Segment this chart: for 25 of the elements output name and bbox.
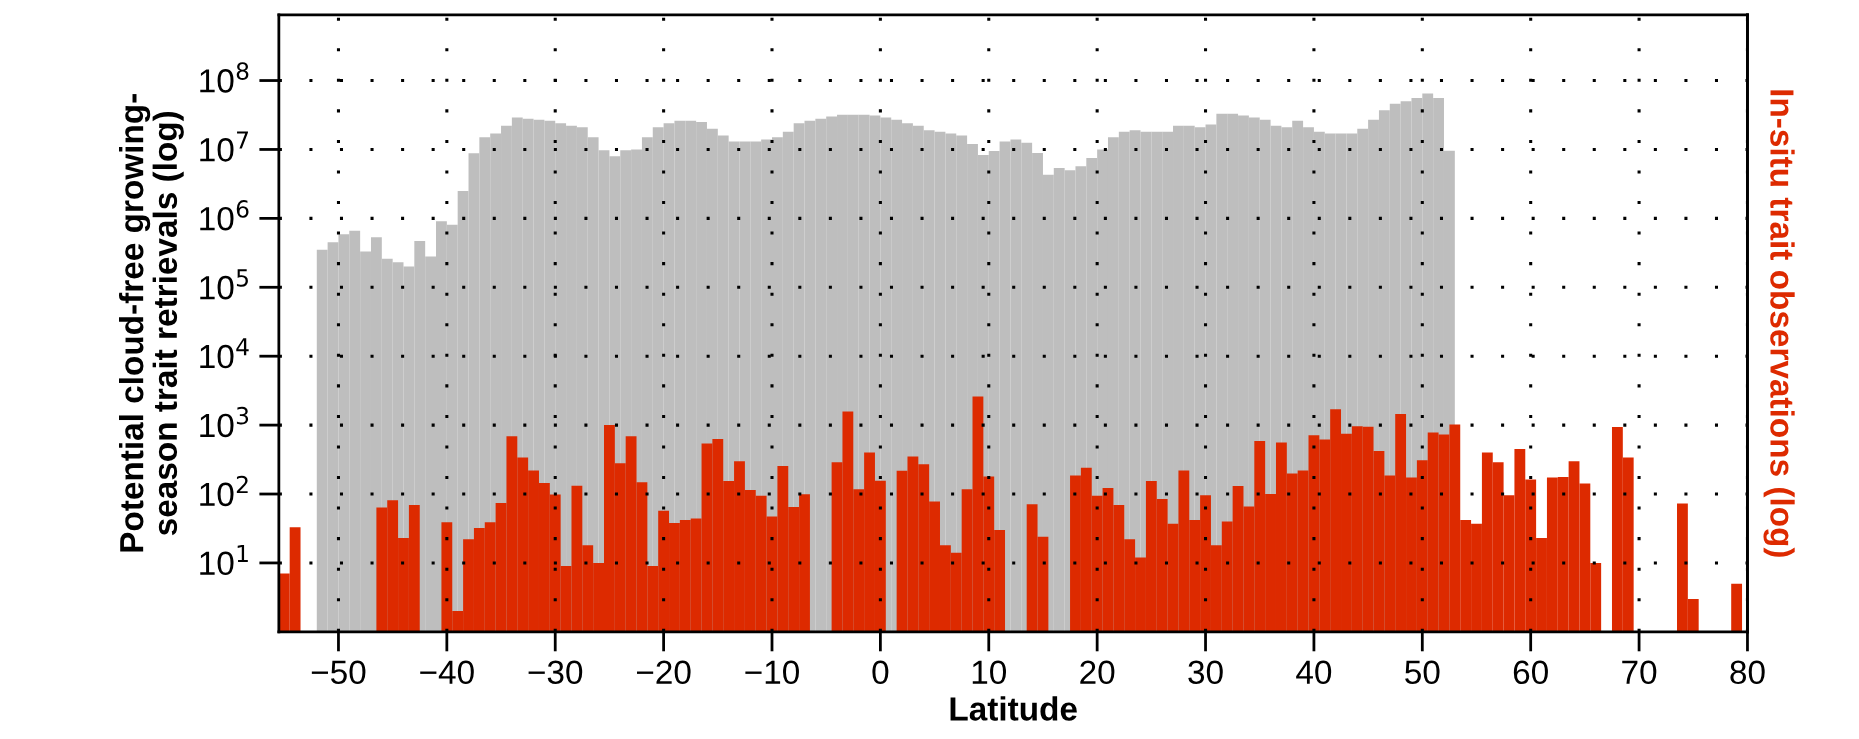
x-tick-label: 40 [1296, 660, 1332, 685]
x-axis-title: Latitude [950, 696, 1077, 721]
y-tick-label: 10$^{7}$ [200, 131, 248, 162]
y-tick-label: 10$^{6}$ [200, 200, 249, 231]
x-tick-label: 50 [1405, 660, 1440, 685]
y2-axis-title: In-situ trait observations (log) [1763, 90, 1795, 557]
x-tick-label: −20 [636, 660, 691, 685]
x-tick-label: −10 [745, 660, 799, 685]
x-tick-label: 30 [1188, 660, 1223, 685]
y-tick-label: 10$^{2}$ [200, 475, 248, 507]
y-tick-label: 10$^{5}$ [200, 269, 248, 300]
x-tick-label: 60 [1513, 660, 1548, 685]
y-tick-label: 10$^{4}$ [200, 338, 249, 369]
x-tick-label: 20 [1080, 660, 1115, 685]
x-tick-label: −50 [311, 660, 366, 685]
x-tick-label: 10 [972, 660, 1006, 685]
x-tick-label: −30 [528, 660, 583, 685]
x-tick-label: 80 [1730, 660, 1765, 685]
y-tick-label: 10$^{3}$ [200, 406, 249, 438]
x-tick-label: −40 [420, 660, 474, 685]
y-axis-title: Potential cloud-free growing- season trait retrievals (log) [119, 94, 184, 552]
y-tick-label: 10$^{8}$ [200, 62, 249, 93]
y-tick-label: 10$^{1}$ [200, 545, 248, 576]
x-tick-label: 0 [872, 660, 889, 685]
x-tick-label: 70 [1622, 660, 1657, 685]
